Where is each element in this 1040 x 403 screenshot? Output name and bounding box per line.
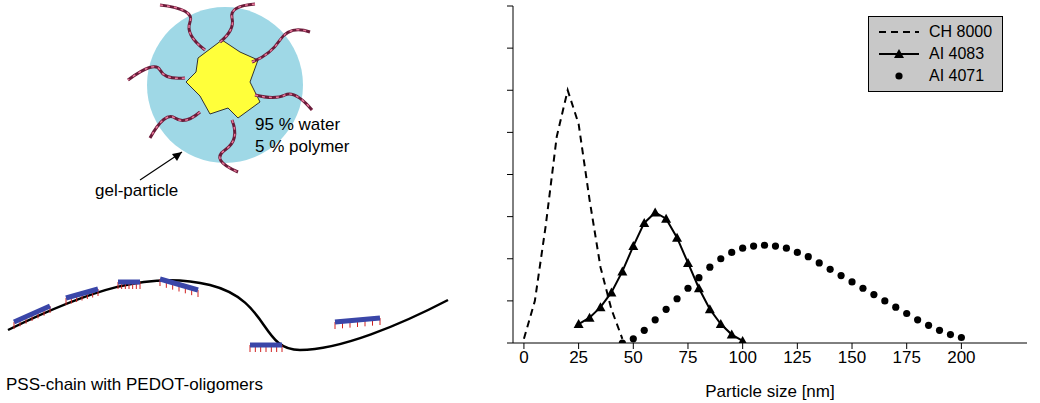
svg-text:125: 125 [783,348,811,367]
svg-text:75: 75 [679,348,698,367]
html-text:AI 4071: AI 4071 [929,67,985,84]
svg-text:25: 25 [569,348,588,367]
svg-text:5 % polymer: 5 % polymer [255,137,350,156]
svg-text:gel-particle: gel-particle [95,181,178,200]
svg-text:200: 200 [947,348,975,367]
svg-text:100: 100 [728,348,756,367]
svg-text:Particle size [nm]: Particle size [nm] [705,382,834,401]
svg-text:150: 150 [838,348,866,367]
html-text:AI 4083: AI 4083 [929,45,985,62]
html-text:CH 8000: CH 8000 [929,23,993,40]
svg-text:175: 175 [893,348,921,367]
svg-text:PSS-chain with PEDOT-oligomers: PSS-chain with PEDOT-oligomers [6,375,263,394]
svg-text:95 % water: 95 % water [255,115,340,134]
svg-text:50: 50 [624,348,643,367]
svg-text:0: 0 [519,348,528,367]
